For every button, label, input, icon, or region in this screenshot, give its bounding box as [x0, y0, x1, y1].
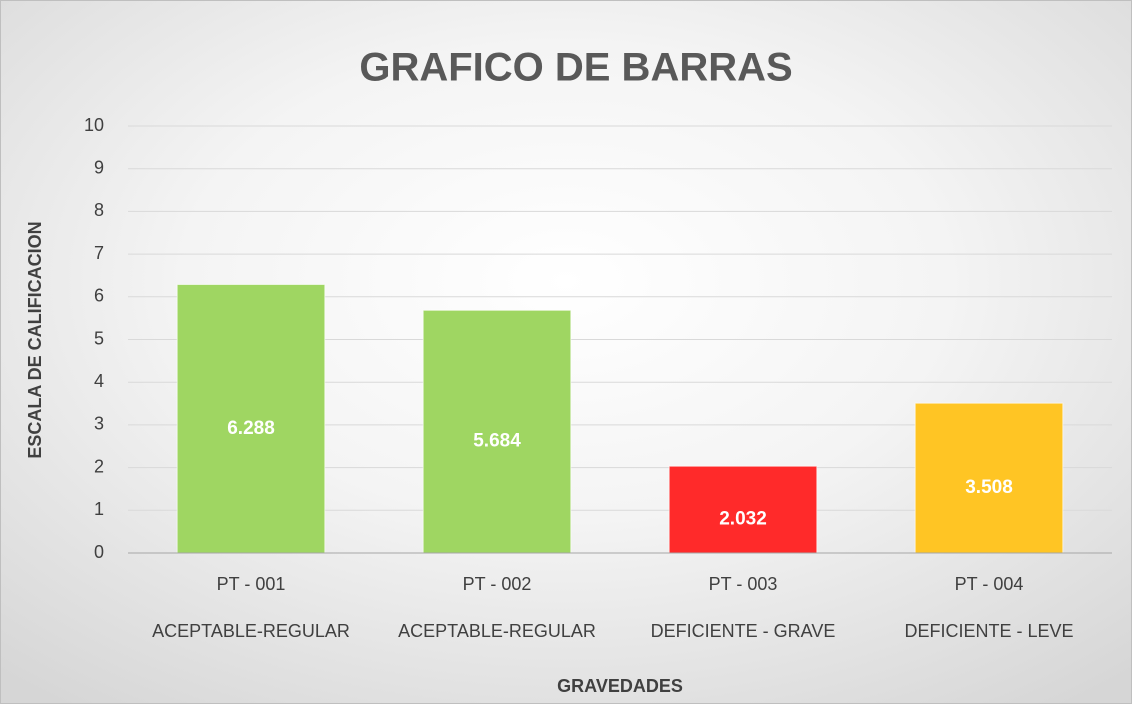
- y-tick-label: 9: [94, 157, 104, 177]
- x-tick-label: PT - 002: [463, 574, 532, 594]
- data-label: 5.684: [473, 431, 521, 452]
- y-tick-label: 5: [94, 328, 104, 348]
- x-tick-label: PT - 004: [955, 574, 1024, 594]
- data-label: 3.508: [965, 477, 1013, 498]
- y-tick-label: 8: [94, 200, 104, 220]
- x-axis-title: GRAVEDADES: [557, 676, 683, 696]
- bar: [176, 284, 326, 554]
- x-subcategory-label: ACEPTABLE-REGULAR: [398, 621, 596, 641]
- x-subcategory-label: DEFICIENTE - LEVE: [904, 621, 1073, 641]
- y-tick-label: 10: [84, 115, 104, 135]
- chart-title: GRAFICO DE BARRAS: [359, 46, 792, 90]
- y-tick-label: 6: [94, 286, 104, 306]
- y-axis-title: ESCALA DE CALIFICACION: [25, 221, 45, 458]
- y-tick-label: 1: [94, 499, 104, 519]
- x-tick-label: PT - 003: [709, 574, 778, 594]
- y-tick-label: 4: [94, 371, 104, 391]
- data-label: 6.288: [227, 418, 275, 439]
- y-tick-label: 2: [94, 456, 104, 476]
- y-tick-label: 7: [94, 243, 104, 263]
- y-tick-label: 3: [94, 414, 104, 434]
- x-subcategory-label: ACEPTABLE-REGULAR: [152, 621, 350, 641]
- x-tick-label: PT - 001: [217, 574, 286, 594]
- data-label: 2.032: [719, 509, 767, 530]
- bar: [668, 465, 818, 554]
- bar: [422, 309, 572, 554]
- x-subcategory-label: DEFICIENTE - GRAVE: [651, 621, 836, 641]
- bar: [914, 402, 1064, 554]
- y-tick-label: 0: [94, 542, 104, 562]
